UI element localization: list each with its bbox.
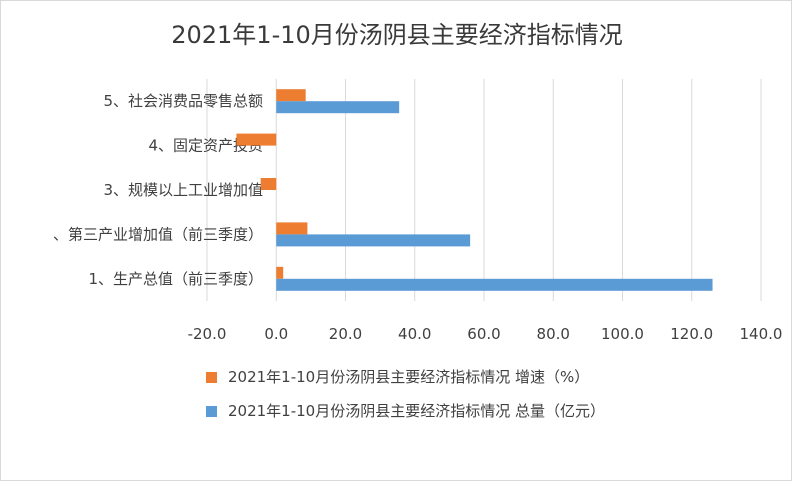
bar-growth-rate [276,222,308,235]
x-tick-label: 100.0 [601,325,644,343]
category-label: 5、社会消费品零售总额 [103,92,263,110]
x-tick-label: 40.0 [398,325,431,343]
category-label: 3、规模以上工业增加值 [103,181,263,199]
x-tick-label: -20.0 [188,325,227,343]
x-tick-label: 20.0 [329,325,362,343]
bar-growth-rate [276,266,284,279]
x-tick-label: 140.0 [740,325,783,343]
bar-growth-rate [260,178,277,190]
category-label: 4、固定资产投资 [148,137,263,155]
legend: 2021年1-10月份汤阴县主要经济指标情况 增速（%） 2021年1-10月份… [206,366,666,434]
x-tick-label: 60.0 [467,325,500,343]
category-label: 1、生产总值（前三季度） [88,270,263,288]
bar-total-amount [276,278,713,291]
bar-total-amount [276,101,400,114]
legend-entry-total-amount: 2021年1-10月份汤阴县主要经济指标情况 总量（亿元） [206,400,666,422]
x-tick-label: 0.0 [264,325,288,343]
x-tick-label: 120.0 [670,325,713,343]
legend-swatch-total-amount [206,406,217,417]
legend-swatch-growth-rate [206,372,217,383]
legend-entry-growth-rate: 2021年1-10月份汤阴县主要经济指标情况 增速（%） [206,366,666,388]
bar-growth-rate [276,89,306,102]
x-tick-label: 80.0 [537,325,570,343]
bar-growth-rate [236,133,277,146]
category-label: 、第三产业增加值（前三季度） [53,225,263,243]
bar-total-amount [276,234,471,247]
legend-label-growth-rate: 2021年1-10月份汤阴县主要经济指标情况 增速（%） [228,368,590,386]
legend-label-total-amount: 2021年1-10月份汤阴县主要经济指标情况 总量（亿元） [228,402,605,420]
chart-title: 2021年1-10月份汤阴县主要经济指标情况 [171,21,623,49]
